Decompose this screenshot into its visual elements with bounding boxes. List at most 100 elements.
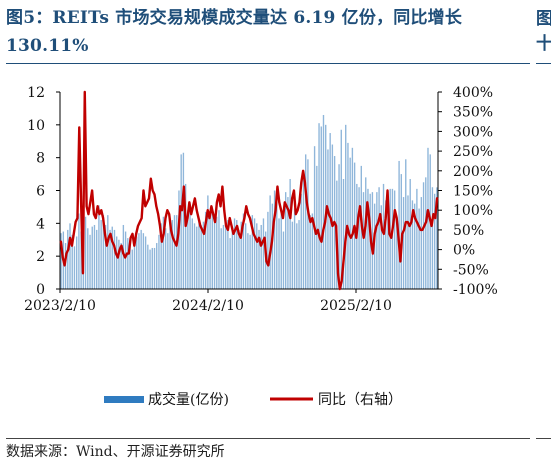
- volume-bar: [238, 229, 240, 289]
- volume-bar: [251, 215, 254, 290]
- page-title: 图5：REITs 市场交易规模成交量达 6.19 亿份，同比增长 130.11%: [6, 8, 463, 56]
- volume-bar: [169, 218, 171, 289]
- volume-bar: [176, 215, 178, 290]
- volume-bar: [129, 239, 131, 289]
- volume-bar: [147, 244, 149, 289]
- volume-bar: [133, 243, 136, 289]
- volume-bar: [149, 249, 151, 289]
- adjacent-panel-edge: 图十: [536, 9, 551, 54]
- volume-bar: [116, 236, 118, 289]
- volume-bar: [431, 187, 434, 289]
- volume-bar: [420, 197, 423, 289]
- volume-bar: [122, 224, 125, 289]
- volume-bar: [291, 221, 294, 289]
- volume-bar: [433, 193, 436, 289]
- volume-bar: [331, 144, 334, 289]
- title-divider: [6, 63, 530, 64]
- volume-bar: [198, 221, 200, 289]
- volume-bar: [311, 213, 314, 289]
- volume-bar: [347, 142, 349, 289]
- volume-bar: [109, 229, 111, 289]
- x-tick-label: 2025/2/10: [320, 298, 392, 314]
- volume-bar: [124, 231, 127, 289]
- volume-bar: [320, 126, 322, 289]
- right-tick-label: 200%: [453, 164, 493, 180]
- volume-bar: [378, 187, 380, 289]
- volume-bar: [93, 224, 96, 289]
- volume-bar: [120, 243, 122, 289]
- volume-bar: [153, 247, 156, 289]
- volume-bar: [278, 218, 280, 289]
- volume-bar: [80, 231, 82, 289]
- volume-bar: [387, 192, 389, 289]
- volume-bar: [365, 177, 367, 289]
- left-tick-label: 12: [27, 85, 45, 101]
- volume-bar: [285, 192, 287, 289]
- volume-bar: [182, 152, 185, 289]
- volume-bar: [436, 187, 438, 289]
- volume-bar: [391, 188, 394, 289]
- left-tick-label: 4: [36, 216, 45, 232]
- volume-bar: [318, 123, 320, 289]
- volume-bar: [402, 197, 405, 289]
- volume-bar: [211, 208, 213, 289]
- volume-bar: [322, 114, 325, 289]
- x-tick-label: 2023/2/10: [24, 298, 96, 314]
- volume-bar: [413, 203, 416, 289]
- volume-bar: [256, 223, 258, 289]
- volume-bar: [316, 165, 318, 290]
- volume-bar: [151, 247, 153, 289]
- adjacent-panel-divider-bottom: [536, 438, 551, 439]
- volume-bar: [236, 220, 238, 289]
- volume-bar: [144, 236, 147, 289]
- right-tick-label: 300%: [453, 124, 493, 140]
- right-tick-label: -100%: [453, 282, 498, 298]
- volume-bar: [222, 224, 225, 289]
- volume-bar: [351, 147, 354, 289]
- volume-bar: [269, 195, 271, 289]
- volume-bar: [75, 236, 78, 289]
- yoy-line: [59, 90, 439, 291]
- volume-bar: [309, 215, 311, 290]
- volume-bar: [376, 192, 378, 289]
- volume-bar: [427, 147, 429, 289]
- left-tick-label: 10: [27, 118, 45, 134]
- volume-bar: [305, 154, 307, 289]
- volume-bar: [342, 179, 345, 289]
- volume-bar: [367, 188, 369, 289]
- volume-bar: [216, 216, 218, 289]
- volume-bar: [244, 223, 247, 289]
- volume-bar: [242, 213, 245, 289]
- source-divider: [6, 438, 530, 439]
- right-tick-label: 150%: [453, 184, 493, 200]
- axes: 0 2 4 6 8 10 12 -100% -50% 0% 50% 100% 150% 200% 250% 3…: [24, 85, 498, 314]
- volume-bar: [260, 224, 262, 289]
- volume-bar: [200, 224, 202, 289]
- volume-bar: [104, 224, 107, 289]
- volume-bar: [313, 146, 316, 289]
- legend-bar-label: 成交量(亿份): [148, 391, 229, 408]
- volume-bar: [273, 190, 276, 289]
- volume-bar: [398, 160, 400, 289]
- volume-bar: [184, 183, 187, 289]
- left-tick-label: 6: [36, 184, 45, 200]
- volume-bar: [267, 211, 269, 289]
- volume-bar: [416, 188, 418, 289]
- volume-bar: [207, 195, 209, 289]
- volume-bar: [249, 234, 251, 289]
- volume-bar: [73, 246, 76, 289]
- volume-bar: [162, 216, 165, 289]
- left-tick-label: 8: [36, 151, 45, 167]
- volume-bar: [107, 215, 109, 290]
- volume-bar: [91, 226, 93, 289]
- volume-bar: [118, 239, 120, 289]
- volume-bar: [247, 233, 249, 289]
- volume-bar: [358, 187, 360, 289]
- volume-bar: [302, 175, 305, 289]
- volume-bar: [385, 200, 387, 289]
- volume-bar: [202, 221, 205, 289]
- volume-bar: [362, 192, 365, 289]
- volume-bar: [196, 226, 198, 289]
- volume-bar: [67, 229, 69, 289]
